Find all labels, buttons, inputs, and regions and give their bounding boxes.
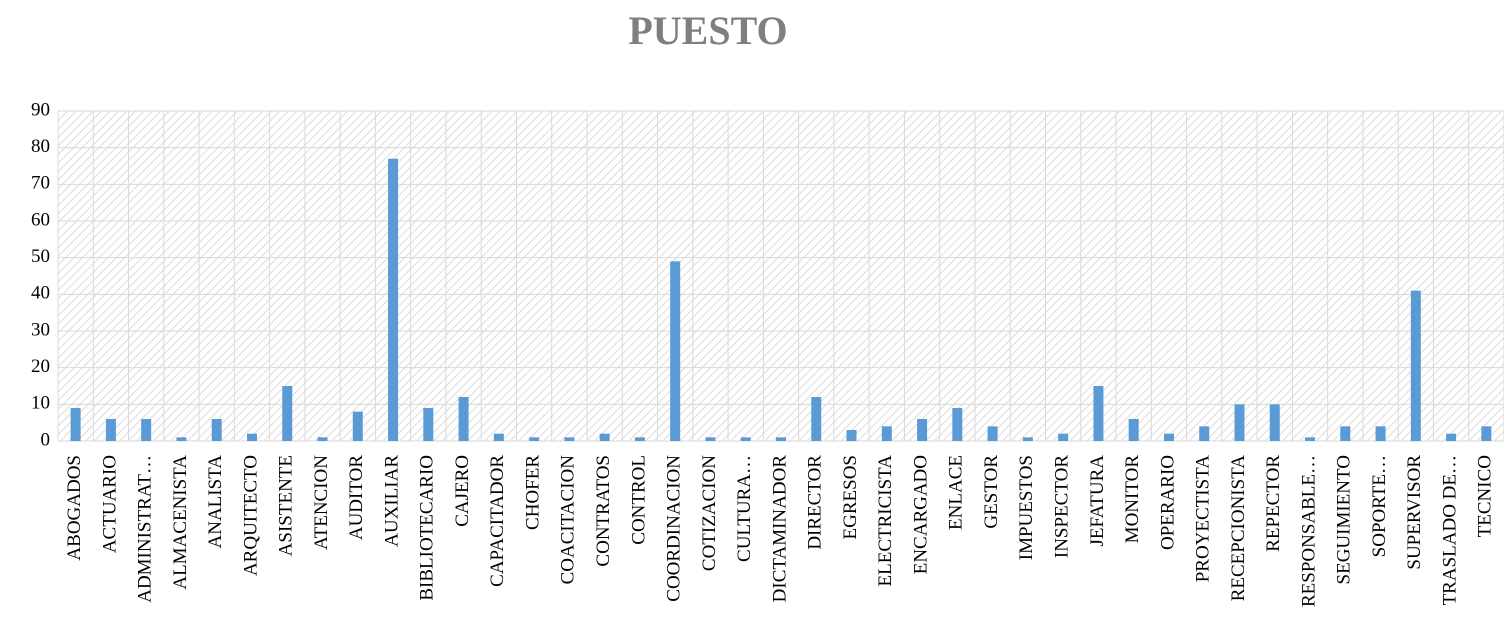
x-tick-label: ATENCION	[311, 455, 332, 550]
bar	[634, 437, 645, 441]
bar	[1269, 404, 1280, 441]
bar	[987, 426, 998, 441]
bar	[1305, 437, 1316, 441]
y-tick-label: 10	[31, 393, 50, 414]
x-tick-label: INSPECTOR	[1052, 455, 1073, 558]
y-tick-label: 40	[31, 283, 50, 304]
y-tick-label: 80	[31, 136, 50, 157]
x-tick-label: MONITOR	[1122, 455, 1143, 544]
x-tick-label: ELECTRICISTA	[875, 455, 896, 587]
x-tick-label: SOPORTE…	[1369, 455, 1390, 557]
bar	[105, 419, 116, 441]
bar	[1128, 419, 1139, 441]
bar	[1446, 433, 1457, 441]
bar	[1234, 404, 1245, 441]
bar	[1199, 426, 1210, 441]
x-tick-label: RECEPCIONISTA	[1228, 455, 1249, 602]
x-tick-label: SEGUIMIENTO	[1334, 455, 1355, 584]
x-tick-label: DIRECTOR	[805, 455, 826, 550]
bar	[458, 397, 469, 441]
x-tick-label: DICTAMINADOR	[769, 455, 790, 603]
x-tick-label: COTIZACION	[699, 455, 720, 571]
bar	[423, 408, 434, 441]
bar	[740, 437, 751, 441]
bar	[246, 433, 257, 441]
x-tick-label: AUDITOR	[346, 455, 367, 540]
x-tick-label: ARQUITECTO	[240, 455, 261, 576]
bar	[1093, 386, 1104, 441]
x-tick-label: CONTROL	[628, 455, 649, 545]
x-tick-label: ENLACE	[946, 455, 967, 530]
y-tick-label: 60	[31, 209, 50, 230]
bar	[917, 419, 928, 441]
y-tick-label: 90	[31, 99, 50, 120]
x-tick-label: CULTURA…	[734, 455, 755, 562]
x-tick-label: ENCARGADO	[910, 455, 931, 574]
x-tick-label: IMPUESTOS	[1016, 455, 1037, 560]
bar	[317, 437, 328, 441]
bar	[846, 430, 857, 441]
x-tick-label: CAJERO	[452, 455, 473, 527]
bar	[352, 411, 363, 441]
x-tick-label: GESTOR	[981, 455, 1002, 529]
chart-title: PUESTO	[628, 8, 787, 53]
x-tick-label: COACITACION	[558, 455, 579, 585]
x-tick-label: BIBLIOTECARIO	[417, 455, 438, 601]
x-tick-label: TECNICO	[1475, 455, 1496, 537]
x-tick-label: ADMINISTRAT…	[135, 455, 156, 603]
bar	[1375, 426, 1386, 441]
x-tick-label: TRASLADO DE…	[1439, 455, 1460, 605]
x-tick-label: EGRESOS	[840, 455, 861, 539]
plot-area	[58, 111, 1504, 441]
x-tick-label: CHOFER	[522, 455, 543, 530]
bar	[141, 419, 152, 441]
bar	[599, 433, 610, 441]
y-tick-label: 70	[31, 173, 50, 194]
y-tick-label: 30	[31, 319, 50, 340]
x-tick-label: ASISTENTE	[276, 455, 297, 556]
bar	[881, 426, 892, 441]
bar	[176, 437, 187, 441]
bar	[1163, 433, 1174, 441]
y-tick-label: 50	[31, 246, 50, 267]
bar	[1340, 426, 1351, 441]
bar	[1481, 426, 1492, 441]
x-tick-label: AUXILIAR	[381, 455, 402, 547]
bar	[70, 408, 81, 441]
bar	[493, 433, 504, 441]
x-tick-label: ANALISTA	[205, 455, 226, 549]
x-tick-label: SUPERVISOR	[1404, 455, 1425, 570]
x-tick-label: RESPONSABLE…	[1298, 455, 1319, 607]
bar	[776, 437, 786, 441]
y-tick-label: 20	[31, 356, 50, 377]
bar	[211, 419, 222, 441]
x-tick-label: ABOGADOS	[64, 455, 85, 561]
x-tick-label: ALMACENISTA	[170, 455, 191, 590]
x-tick-label: ACTUARIO	[99, 455, 120, 553]
bar	[529, 437, 540, 441]
x-tick-label: COORDINACION	[664, 455, 685, 602]
x-tick-label: PROYECTISTA	[1193, 455, 1214, 583]
bar	[282, 386, 293, 441]
x-tick-label: OPERARIO	[1157, 455, 1178, 550]
bar	[1058, 433, 1069, 441]
x-tick-label: CONTRATOS	[593, 455, 614, 567]
bar	[705, 437, 716, 441]
bar	[388, 158, 399, 441]
x-tick-label: JEFATURA	[1087, 455, 1108, 547]
x-tick-label: REPECTOR	[1263, 455, 1284, 552]
bar	[952, 408, 963, 441]
bar	[670, 261, 681, 441]
bar	[1410, 290, 1421, 441]
y-tick-label: 0	[41, 429, 51, 450]
bar	[811, 397, 822, 441]
bar	[1022, 437, 1033, 441]
bar	[564, 437, 575, 441]
x-tick-label: CAPACITADOR	[487, 455, 508, 587]
